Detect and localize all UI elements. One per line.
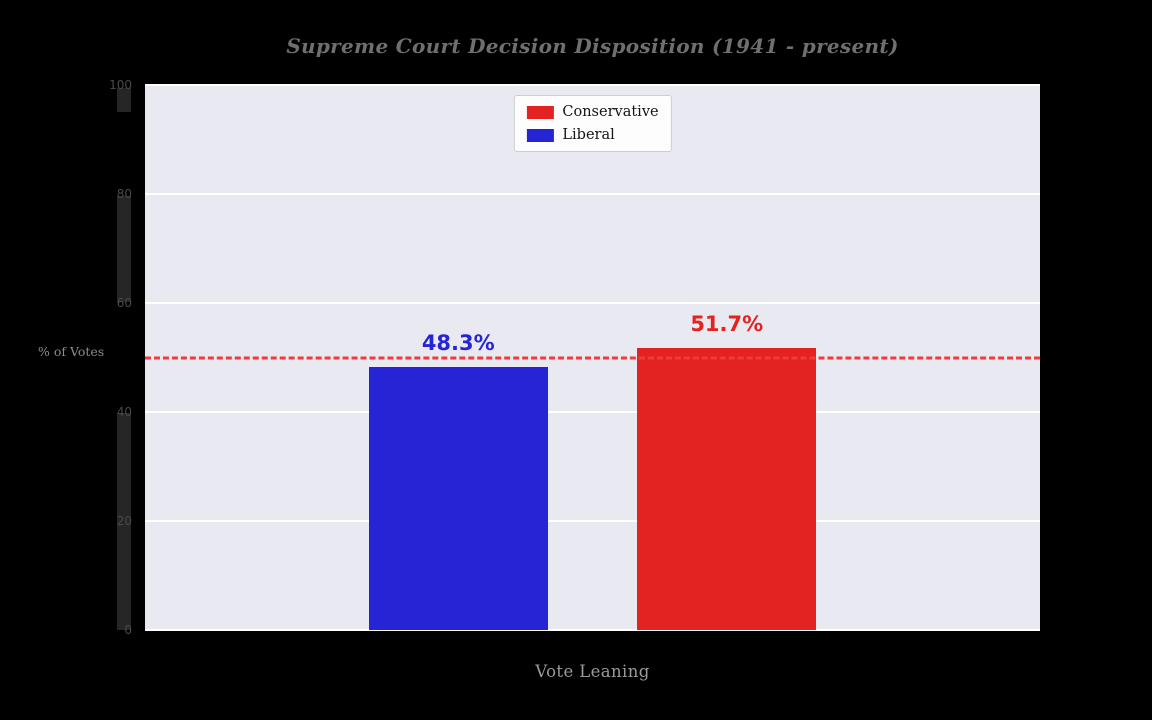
- gridline-40: [145, 411, 1040, 413]
- y-axis-dark-stripe: [117, 196, 131, 302]
- y-tick-label-40: 40: [116, 405, 132, 419]
- bar-liberal: [368, 366, 548, 630]
- plot-area: Conservative Liberal 48.3% 51.7%: [145, 84, 1040, 631]
- y-tick-label-100: 100: [109, 78, 132, 92]
- y-tick-label-80: 80: [116, 187, 132, 201]
- y-axis-dark-stripe: [117, 88, 131, 112]
- bar-value-label-conservative: 51.7%: [690, 312, 764, 337]
- reference-line-50-percent: [145, 356, 1040, 359]
- y-axis-dark-stripe: [117, 413, 131, 630]
- gridline-20: [145, 520, 1040, 522]
- y-tick-label-20: 20: [116, 514, 132, 528]
- y-tick-label-0: 0: [124, 623, 132, 637]
- chart-title: Supreme Court Decision Disposition (1941…: [286, 34, 899, 58]
- gridline-0: [145, 629, 1040, 631]
- gridline-60: [145, 302, 1040, 304]
- legend: Conservative Liberal: [513, 95, 672, 152]
- legend-entry-conservative: Conservative: [526, 104, 659, 120]
- legend-label: Conservative: [562, 104, 659, 120]
- legend-entry-liberal: Liberal: [526, 127, 658, 143]
- y-axis-tick-labels: 0 20 40 60 80 100: [0, 78, 138, 637]
- x-axis-label: Vote Leaning: [535, 662, 650, 681]
- gridline-100: [145, 84, 1040, 86]
- gridline-80: [145, 193, 1040, 195]
- bar-value-label-liberal: 48.3%: [421, 330, 495, 355]
- legend-label: Liberal: [562, 127, 615, 143]
- conservative-color-swatch: [526, 105, 554, 119]
- liberal-color-swatch: [526, 128, 554, 142]
- y-axis-label: % of Votes: [38, 344, 105, 359]
- y-tick-label-60: 60: [116, 296, 132, 310]
- bar-conservative: [637, 348, 817, 630]
